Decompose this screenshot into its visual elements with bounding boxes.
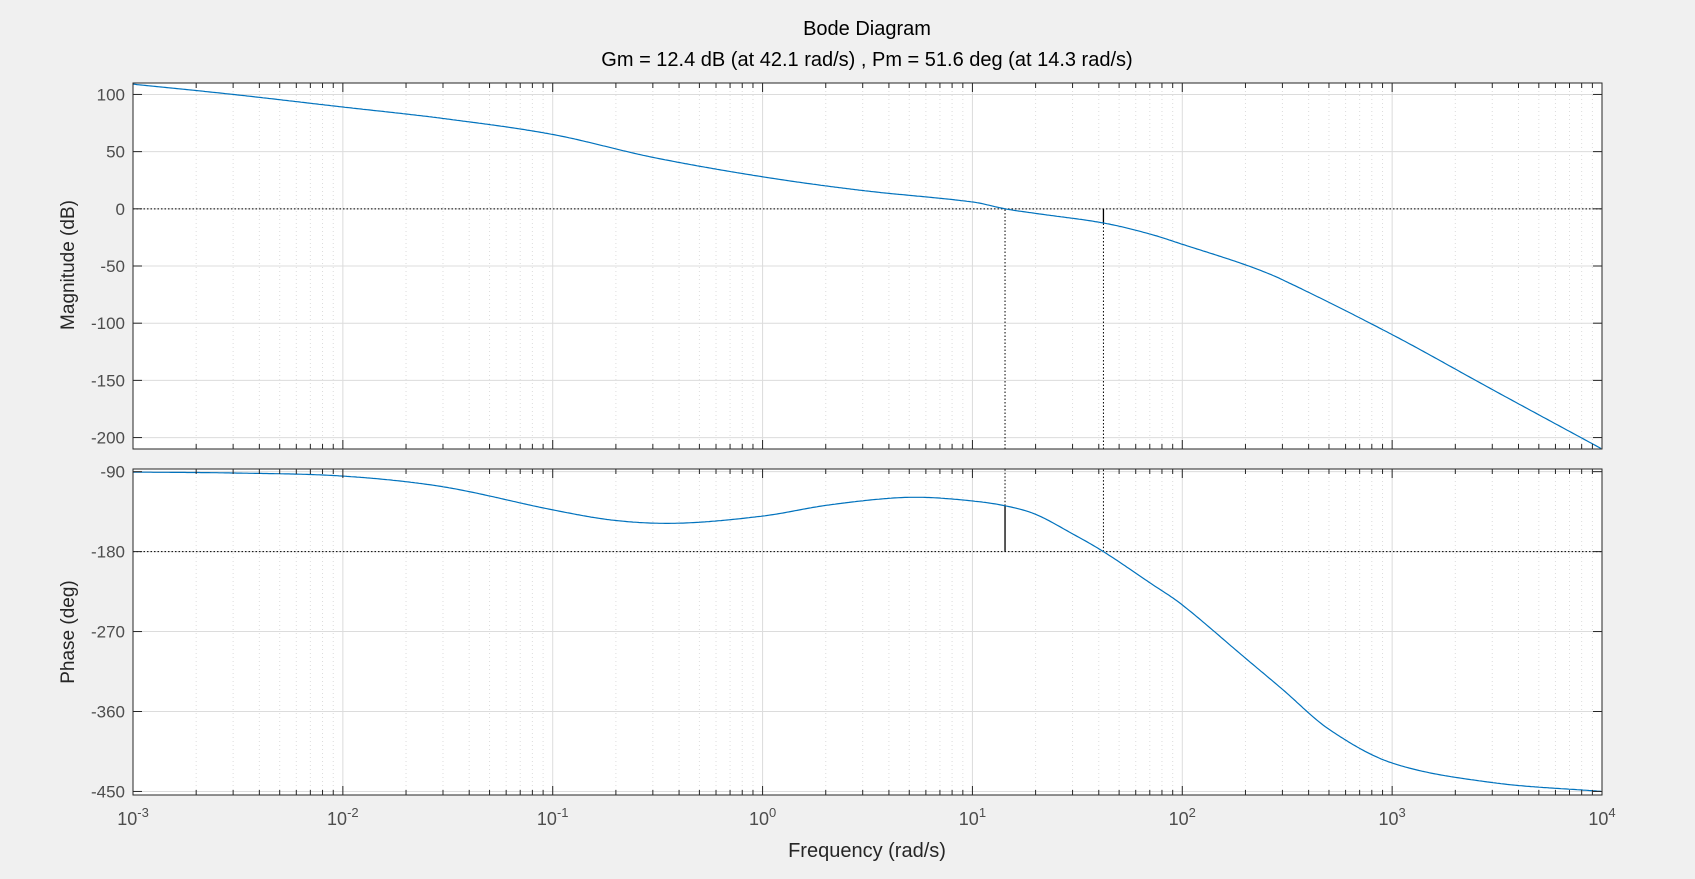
y-tick-label: 50 <box>106 143 125 162</box>
x-tick-label: 100 <box>749 805 776 829</box>
ticks <box>132 83 1602 449</box>
x-tick-label: 103 <box>1379 805 1406 829</box>
y-tick-label: -450 <box>91 782 125 801</box>
response-curve <box>132 83 1602 450</box>
y-tick-label: -100 <box>91 314 125 333</box>
x-tick-label: 102 <box>1169 805 1196 829</box>
x-tick-label: 104 <box>1588 805 1615 829</box>
phase-panel[interactable]: -90 -180 -270 -360 -450 10-3 10-2 10-1 100 101 102… <box>91 463 1616 829</box>
chart-title: Bode Diagram <box>803 18 931 40</box>
y-tick-label: -50 <box>100 257 125 276</box>
y-tick-label: -90 <box>100 463 125 482</box>
x-tick-label: 10-3 <box>117 805 149 829</box>
y-tick-label: 100 <box>97 85 125 104</box>
grid <box>132 469 1603 795</box>
magnitude-panel[interactable]: 100 50 0 -50 -100 -150 -200 <box>91 82 1603 450</box>
x-tick-label: 101 <box>959 805 986 829</box>
x-tick-label: 10-1 <box>537 805 569 829</box>
y-tick-label: 0 <box>116 200 125 219</box>
magnitude-ylabel: Magnitude (dB) <box>58 200 79 330</box>
x-tick-label: 10-2 <box>327 805 359 829</box>
chart-subtitle: Gm = 12.4 dB (at 42.1 rad/s) , Pm = 51.6… <box>601 49 1132 71</box>
y-tick-label: -270 <box>91 623 125 642</box>
x-axis-label: Frequency (rad/s) <box>788 840 946 862</box>
grid <box>132 83 1603 449</box>
ticks <box>132 469 1602 795</box>
phase-ylabel: Phase (deg) <box>58 580 79 684</box>
response-curve <box>133 471 1602 792</box>
y-tick-label: -150 <box>91 371 125 390</box>
y-tick-label: -200 <box>91 429 125 448</box>
y-tick-label: -180 <box>91 543 125 562</box>
y-tick-label: -360 <box>91 703 125 722</box>
